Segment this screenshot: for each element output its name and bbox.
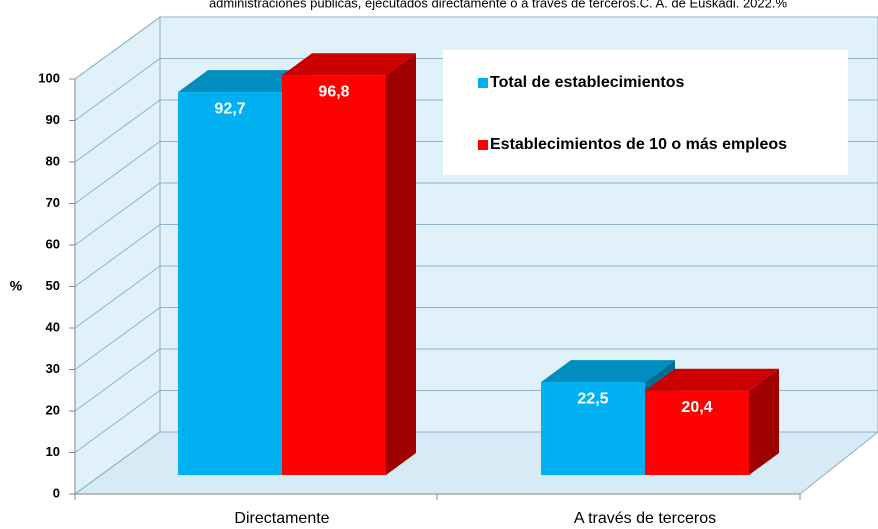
grid-line (74, 16, 878, 80)
legend-swatch (478, 78, 488, 88)
bar-top (178, 70, 312, 93)
bar-top (282, 53, 416, 76)
legend-swatch (478, 140, 488, 150)
y-tick-label: 60 (46, 236, 60, 251)
bar-side (749, 368, 779, 475)
legend-label: Total de establecimientos (490, 74, 685, 91)
bar (178, 92, 282, 476)
grid-line (74, 265, 878, 329)
y-tick-label: 0 (53, 485, 60, 500)
data-label: 92,7 (214, 100, 245, 117)
bar-top (645, 368, 779, 391)
chart-title: administraciones públicas, ejecutados di… (209, 0, 788, 10)
y-tick-label: 30 (46, 361, 60, 376)
bar (645, 390, 749, 475)
x-tick-label: Directamente (234, 510, 329, 527)
y-axis-label: % (10, 278, 23, 294)
y-tick-label: 70 (46, 195, 60, 210)
y-tick-label: 50 (46, 278, 60, 293)
bar-top (541, 360, 675, 383)
grid-line (74, 348, 878, 412)
y-tick-label: 80 (46, 153, 60, 168)
y-tick-label: 90 (46, 112, 60, 127)
data-label: 20,4 (681, 399, 712, 416)
y-tick-label: 10 (46, 444, 60, 459)
grid-line (74, 182, 878, 246)
y-tick-label: 100 (38, 70, 60, 85)
bar (541, 382, 645, 475)
grid-line (74, 307, 878, 370)
x-tick-label: A través de terceros (574, 510, 716, 527)
legend (443, 50, 848, 175)
data-label: 22,5 (577, 390, 608, 407)
bar-side (386, 53, 416, 475)
y-tick-label: 40 (46, 319, 60, 334)
grid-line (74, 224, 878, 287)
data-label: 96,8 (318, 83, 349, 100)
bar (282, 75, 386, 475)
y-tick-label: 20 (46, 402, 60, 417)
legend-label: Establecimientos de 10 o más empleos (490, 136, 787, 153)
